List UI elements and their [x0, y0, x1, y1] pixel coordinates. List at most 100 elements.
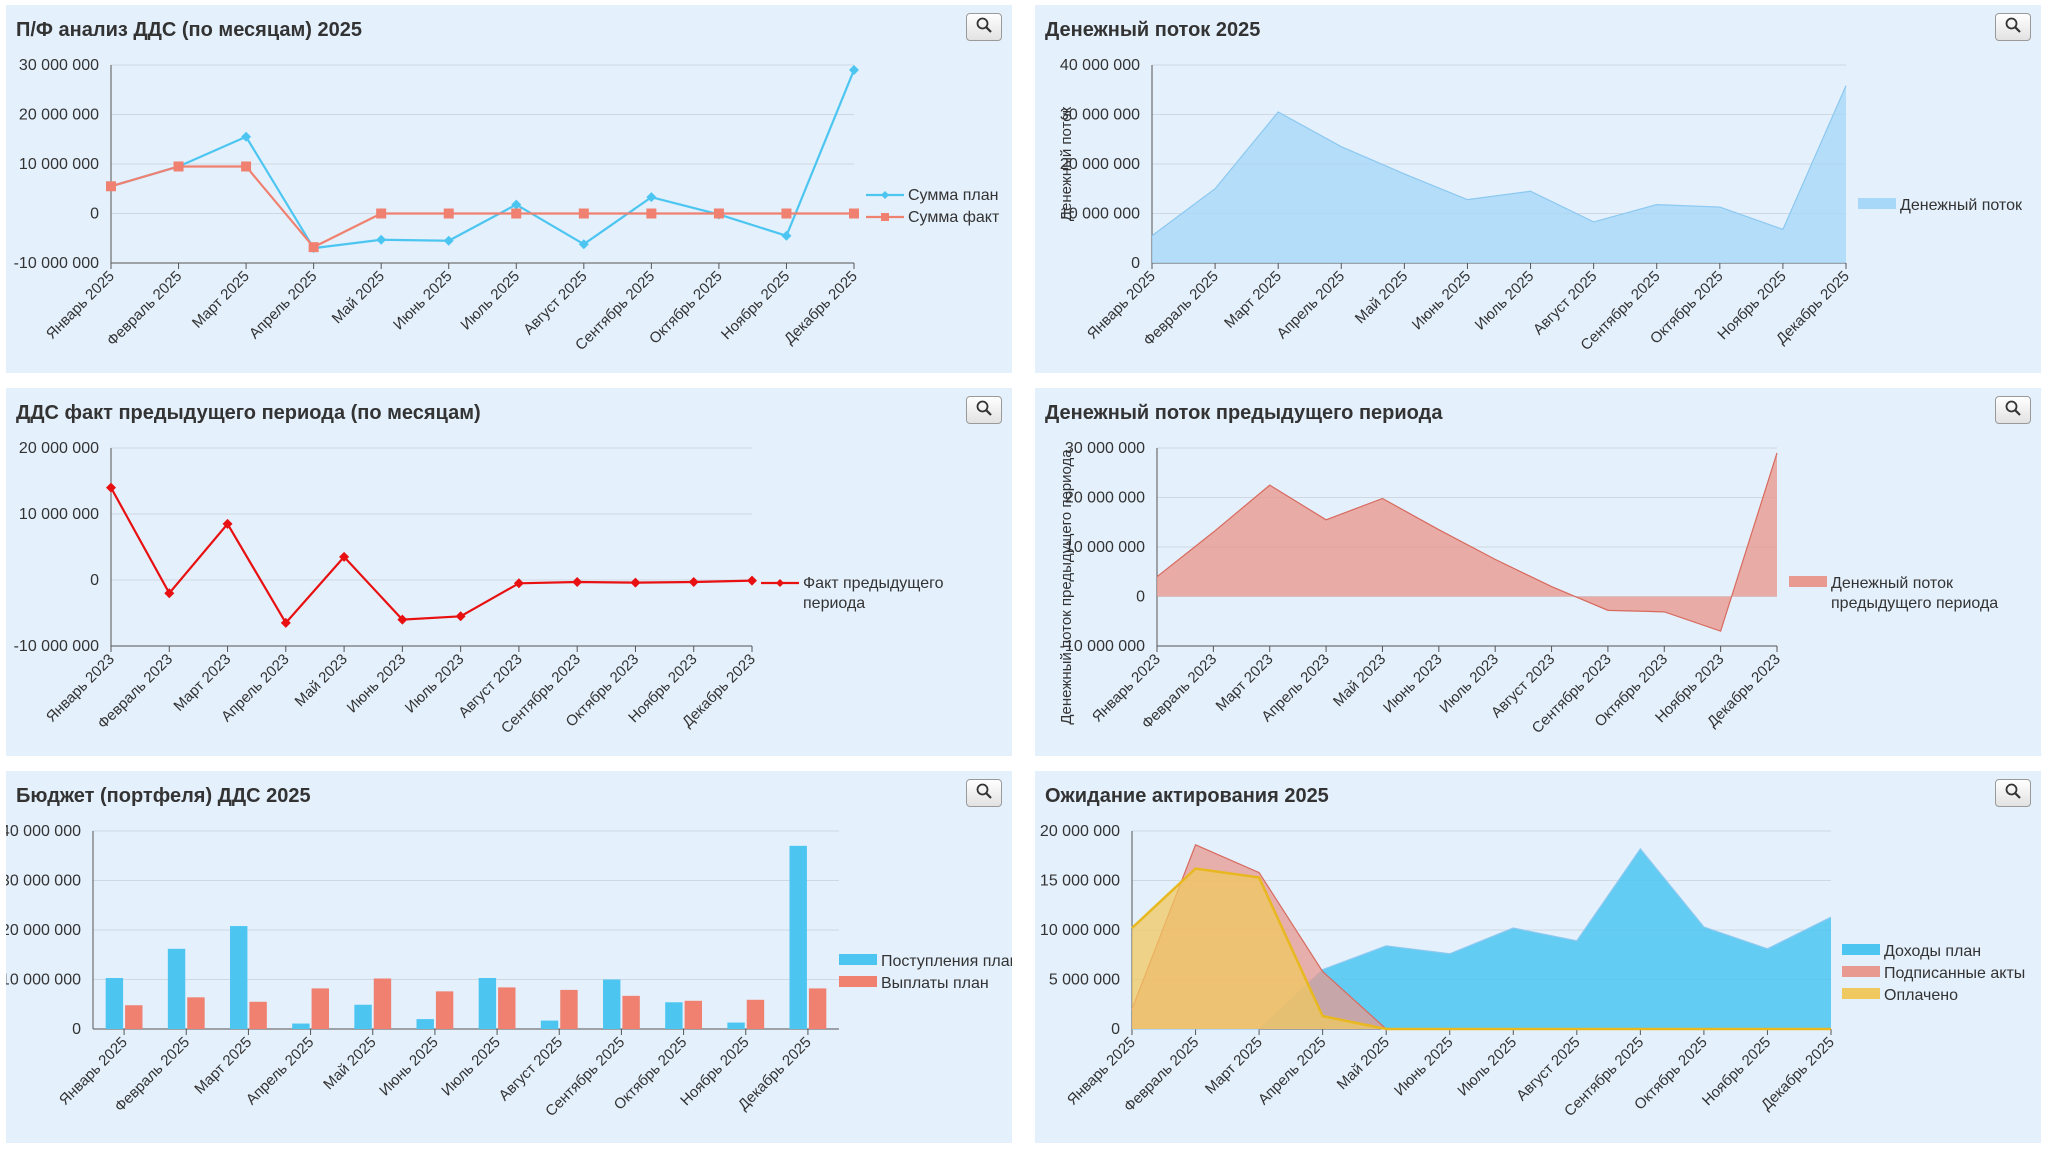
x-tick-label: Март 2025: [1221, 268, 1285, 332]
data-point: [173, 161, 184, 172]
legend-swatch: [839, 976, 877, 987]
data-point: [578, 208, 589, 219]
data-point: [747, 575, 757, 586]
y-tick-label: -10 000 000: [14, 255, 100, 272]
bar: [560, 989, 578, 1029]
bar: [292, 1023, 310, 1029]
zoom-button[interactable]: [1995, 13, 2031, 41]
legend-label: Сумма план: [908, 187, 998, 204]
area-line: [1156, 452, 1778, 632]
panel-title: Денежный поток 2025: [1045, 19, 1261, 41]
y-tick-label: 10 000 000: [1040, 922, 1120, 939]
legend-label: Оплачено: [1884, 987, 1958, 1004]
bar: [230, 926, 248, 1029]
y-tick-label: 30 000 000: [19, 57, 99, 74]
y-tick-label: 20 000 000: [19, 440, 99, 457]
chart-panel-cash-flow: Денежный поток 2025 40 000 000 30 000 000…: [1035, 5, 2041, 373]
x-tick-label: Апрель 2025: [1274, 268, 1349, 343]
data-point: [455, 611, 466, 622]
bar: [311, 988, 329, 1029]
x-tick-label: Апрель 2025: [246, 268, 321, 343]
bar: [187, 997, 205, 1029]
zoom-button[interactable]: [1995, 779, 2031, 807]
legend-swatch: [1858, 198, 1896, 209]
y-tick-label: 10 000 000: [1065, 539, 1145, 556]
chart-acting: 20 000 000 15 000 000 10 000 000 5 000 000 0…: [1040, 823, 2025, 1120]
x-tick-label: Июль 2025: [1472, 268, 1538, 334]
panel-title: Денежный поток предыдущего периода: [1045, 402, 1443, 424]
legend-swatch: [1842, 988, 1880, 999]
chart-prev-cash-flow: 30 000 000 20 000 000 10 000 000 0 -10 000 0…: [1058, 440, 1998, 737]
data-point: [849, 208, 859, 219]
data-point: [443, 235, 454, 246]
data-point: [164, 588, 175, 599]
bar: [540, 1020, 559, 1029]
panel-title: Бюджет (портфеля) ДДС 2025: [16, 785, 311, 807]
y-tick-label: 40 000 000: [6, 823, 81, 840]
y-tick-label: 0: [90, 206, 99, 223]
zoom-button[interactable]: [966, 396, 1002, 424]
legend-swatch: [839, 954, 877, 965]
bar: [684, 1000, 702, 1029]
data-point: [511, 199, 522, 210]
bar: [789, 845, 807, 1029]
chart-panel-prev-cash-flow: Денежный поток предыдущего периода 30 00…: [1035, 388, 2041, 756]
series-line: [110, 487, 753, 625]
x-tick-label: Март 2025: [1202, 1034, 1266, 1098]
data-point: [241, 131, 252, 142]
panel-title: Ожидание актирования 2025: [1045, 785, 1329, 807]
x-tick-label: Август 2025: [520, 268, 590, 338]
data-point: [241, 161, 252, 172]
bar: [478, 978, 497, 1029]
y-tick-label: 20 000 000: [1065, 490, 1145, 507]
bar: [603, 979, 621, 1029]
area-line: [1131, 867, 1831, 1031]
data-point: [222, 518, 233, 529]
bar: [808, 988, 827, 1029]
data-point: [781, 230, 792, 241]
x-tick-label: Март 2025: [191, 1034, 255, 1098]
data-point: [572, 576, 583, 587]
x-tick-label: Июнь 2025: [376, 1034, 442, 1100]
area-line: [1151, 85, 1847, 237]
x-tick-label: Май 2025: [320, 1034, 379, 1093]
y-tick-label: 10 000 000: [19, 156, 99, 173]
chart-cash-flow: 40 000 000 30 000 000 20 000 000 10 000 000…: [1058, 57, 2023, 354]
legend-label: Поступления план: [881, 953, 1012, 970]
bar: [498, 987, 516, 1029]
x-tick-label: Ноябрь 2025: [718, 268, 793, 343]
magnifier-icon: [2004, 399, 2022, 422]
data-point: [513, 578, 524, 589]
legend-label: Денежный поток: [1831, 575, 1954, 592]
y-tick-label: 15 000 000: [1040, 873, 1120, 890]
area-fill: [1152, 85, 1846, 263]
bar: [125, 1005, 143, 1029]
x-tick-label: Июнь 2023: [1380, 651, 1446, 717]
x-tick-label: Август 2025: [1513, 1034, 1583, 1104]
bar: [435, 991, 454, 1029]
zoom-button[interactable]: [1995, 396, 2031, 424]
zoom-button[interactable]: [966, 13, 1002, 41]
x-tick-label: Июль 2025: [438, 1034, 504, 1100]
data-point: [376, 234, 387, 245]
y-tick-label: 0: [1111, 1021, 1120, 1038]
legend-label: Доходы план: [1884, 943, 1981, 960]
legend-label: Подписанные акты: [1884, 965, 2025, 982]
data-point: [106, 181, 116, 192]
data-point: [280, 617, 291, 628]
x-tick-label: Март 2023: [170, 651, 234, 715]
zoom-button[interactable]: [966, 779, 1002, 807]
y-tick-label: 20 000 000: [6, 922, 81, 939]
y-tick-label: -10 000 000: [1060, 638, 1146, 655]
magnifier-icon: [975, 399, 993, 422]
chart-budget: 40 000 000 30 000 000 20 000 000 10 000 000…: [6, 823, 1012, 1120]
y-tick-label: 20 000 000: [1060, 156, 1140, 173]
data-point: [443, 208, 454, 219]
legend-marker: [881, 191, 889, 199]
series-line: [110, 69, 856, 250]
chart-pf-analysis: 30 000 000 20 000 000 10 000 000 0 -10 000 0…: [14, 57, 1000, 354]
x-tick-label: Май 2025: [1334, 1034, 1393, 1093]
y-tick-label: 30 000 000: [1060, 107, 1140, 124]
legend-swatch: [1842, 966, 1880, 977]
y-tick-label: -10 000 000: [14, 638, 100, 655]
